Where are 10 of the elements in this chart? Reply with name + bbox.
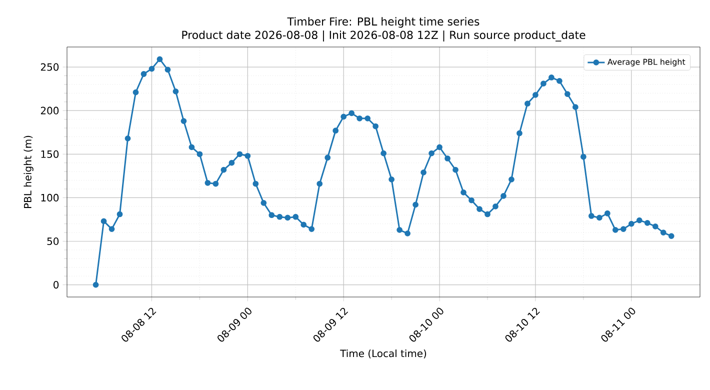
y-tick-label: 0 [54, 281, 59, 289]
y-tick-label: 250 [40, 63, 59, 71]
chart-subtitle: Product date 2026-08-08 | Init 2026-08-08 12Z | Run source product_date [182, 30, 586, 42]
y-axis-title: PBL height (m) [24, 136, 34, 208]
x-axis-title: Time (Local time) [340, 349, 426, 358]
y-tick-label: 50 [47, 237, 59, 246]
y-tick-label: 100 [41, 194, 59, 202]
y-tick-label: 200 [40, 106, 59, 114]
chart-title: Timber Fire: PBL height time series [287, 17, 480, 28]
y-tick-label: 150 [41, 150, 59, 158]
